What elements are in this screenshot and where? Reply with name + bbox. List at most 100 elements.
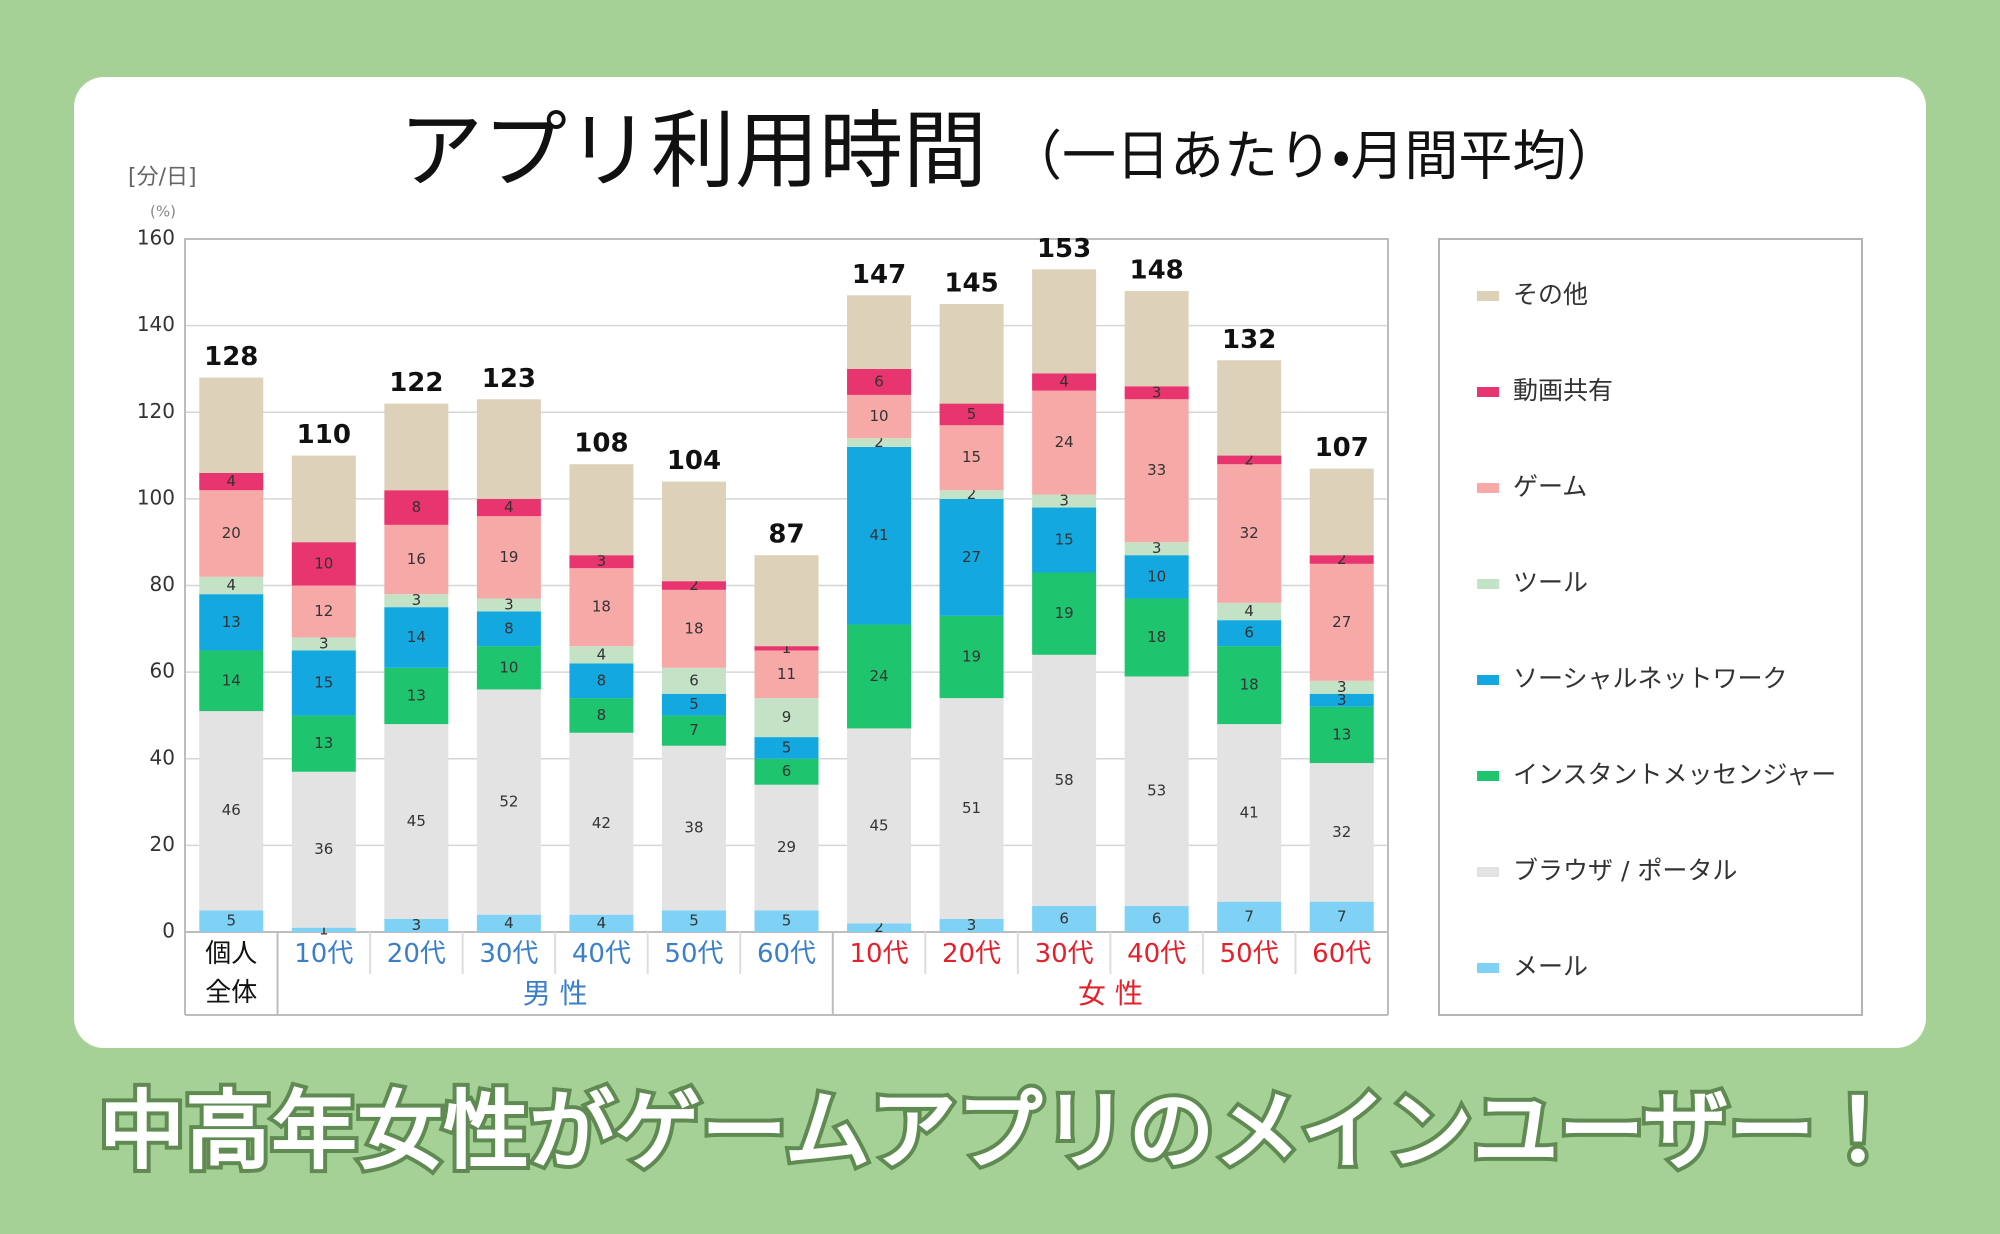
data-label: 27 bbox=[962, 548, 981, 566]
data-label: 16 bbox=[407, 550, 426, 568]
data-label: 4 bbox=[226, 472, 236, 490]
x-tick-label-box: 30代 bbox=[1034, 939, 1094, 969]
bar-segment bbox=[476, 598, 541, 612]
bar-segment bbox=[939, 490, 1004, 499]
data-label: 7 bbox=[1337, 907, 1347, 925]
y-tick-label: 20 bbox=[150, 832, 175, 856]
data-label: 2 bbox=[689, 576, 699, 594]
bar-segment bbox=[847, 368, 912, 395]
data-label: 8 bbox=[504, 619, 514, 637]
data-label: 13 bbox=[314, 734, 333, 752]
bar-segment bbox=[1124, 290, 1189, 387]
data-label: 20 bbox=[222, 524, 241, 542]
legend-swatch bbox=[1477, 387, 1499, 397]
data-label: 5 bbox=[967, 405, 977, 423]
data-label: 10 bbox=[869, 407, 888, 425]
data-label: 2 bbox=[1337, 550, 1347, 568]
data-label: 3 bbox=[1152, 383, 1162, 401]
bar-segment bbox=[1217, 455, 1282, 465]
bar-segment bbox=[199, 910, 264, 932]
legend-swatch bbox=[1477, 483, 1499, 493]
group-label: 女 性 bbox=[1077, 977, 1143, 1010]
bar-segment bbox=[754, 650, 819, 699]
data-label: 14 bbox=[222, 671, 241, 689]
legend-swatch bbox=[1477, 579, 1499, 589]
bar-segment bbox=[939, 919, 1004, 932]
y-tick-label: 120 bbox=[137, 399, 175, 423]
data-label: 6 bbox=[1152, 910, 1162, 928]
data-label: 41 bbox=[1240, 803, 1259, 821]
total-label: 148 bbox=[1130, 255, 1184, 285]
legend-box bbox=[1438, 238, 1863, 1016]
group-label: 男 性 bbox=[522, 977, 588, 1010]
chart-subtitle: （一日あたり・月間平均） bbox=[1008, 125, 1620, 188]
x-tick-label-box: 10代 bbox=[849, 939, 908, 969]
bar-segment bbox=[1124, 598, 1189, 677]
bar-segment bbox=[1309, 555, 1374, 564]
x-tick-label: 50代 bbox=[1219, 939, 1279, 969]
data-label: 36 bbox=[314, 840, 333, 858]
y-tick-label: 80 bbox=[150, 572, 175, 596]
legend-label: ソーシャルネットワーク bbox=[1513, 664, 1788, 693]
legend-swatch bbox=[1477, 675, 1499, 685]
bar-segment bbox=[1309, 901, 1374, 932]
data-label: 3 bbox=[504, 595, 514, 613]
data-label: 8 bbox=[597, 706, 607, 724]
data-label: 33 bbox=[1147, 461, 1166, 479]
x-tick-label-box: 10代 bbox=[294, 939, 353, 969]
data-label: 2 bbox=[967, 485, 977, 503]
bar-segment bbox=[1309, 680, 1374, 694]
y-tick-label: 160 bbox=[137, 226, 175, 250]
data-label: 51 bbox=[962, 799, 981, 817]
bar-segment bbox=[384, 403, 449, 491]
bar-segment bbox=[199, 377, 264, 473]
data-label: 19 bbox=[1055, 604, 1074, 622]
bar-segment bbox=[291, 455, 356, 543]
x-tick-label-box: 60代 bbox=[757, 939, 816, 969]
x-tick-label: 20代 bbox=[386, 939, 446, 969]
bar-segment bbox=[291, 771, 356, 928]
bar-segment bbox=[1217, 646, 1282, 725]
total-label: 132 bbox=[1222, 325, 1276, 355]
bar-segment bbox=[754, 784, 819, 911]
x-tick-label: 40代 bbox=[1127, 939, 1187, 969]
data-label: 5 bbox=[689, 695, 699, 713]
legend-swatch bbox=[1477, 771, 1499, 781]
bar-segment bbox=[569, 568, 634, 647]
data-label: 5 bbox=[782, 738, 792, 756]
y-unit-note: (%) bbox=[150, 203, 176, 221]
total-label: 128 bbox=[204, 342, 258, 372]
bar-segment bbox=[1032, 373, 1097, 391]
total-label: 108 bbox=[574, 429, 628, 459]
data-label: 3 bbox=[319, 634, 329, 652]
total-label: 104 bbox=[667, 446, 721, 476]
bar-segment bbox=[476, 516, 541, 599]
x-tick-label: 個人全体 bbox=[205, 939, 258, 1008]
x-tick-label-box: 20代 bbox=[386, 939, 446, 969]
data-label: 2 bbox=[874, 433, 884, 451]
data-label: 53 bbox=[1147, 782, 1166, 800]
x-tick-label-box: 個人全体 bbox=[205, 939, 258, 1008]
data-label: 45 bbox=[407, 812, 426, 830]
data-label: 6 bbox=[1059, 910, 1069, 928]
x-tick-label-box: 40代 bbox=[572, 939, 631, 969]
data-label: 32 bbox=[1240, 524, 1259, 542]
x-tick-label: 50代 bbox=[664, 939, 724, 969]
bar-segment bbox=[384, 524, 449, 595]
x-tick-label: 30代 bbox=[1034, 939, 1094, 969]
data-label: 9 bbox=[782, 708, 792, 726]
bar-segment bbox=[939, 698, 1004, 920]
data-label: 1 bbox=[782, 639, 792, 657]
data-label: 8 bbox=[412, 498, 422, 516]
y-tick-label: 100 bbox=[137, 485, 175, 509]
data-label: 13 bbox=[407, 686, 426, 704]
data-label: 18 bbox=[1240, 676, 1259, 694]
caption: 中高年女性がゲームアプリのメインユーザー！ bbox=[99, 1081, 1901, 1181]
data-label: 52 bbox=[499, 793, 518, 811]
bar-segment bbox=[1217, 602, 1282, 621]
total-label: 110 bbox=[297, 420, 351, 450]
bar-segment bbox=[661, 581, 726, 590]
bar-segment bbox=[569, 698, 634, 733]
data-label: 3 bbox=[1337, 678, 1347, 696]
